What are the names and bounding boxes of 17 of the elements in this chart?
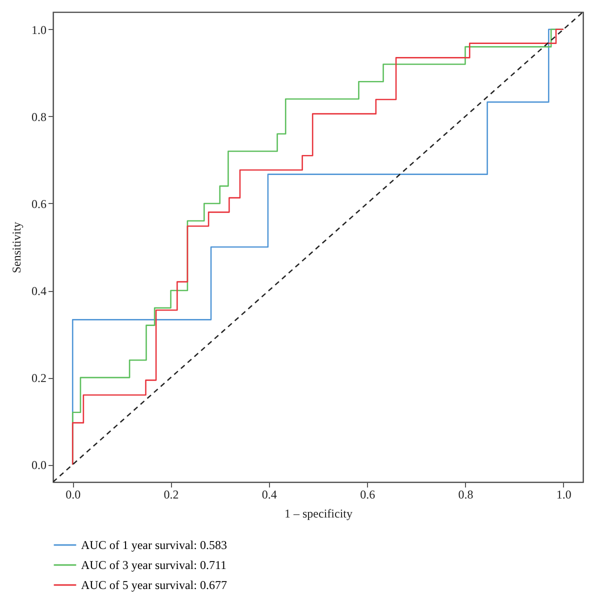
x-tick-label: 0.0 [66, 488, 81, 502]
y-axis-title: Sensitivity [10, 222, 24, 274]
x-tick-label: 1.0 [556, 488, 572, 502]
y-tick-label: 0.4 [32, 284, 46, 298]
y-tick-label: 0.8 [32, 110, 46, 124]
x-tick-label: 0.6 [360, 488, 376, 502]
x-tick-label: 0.4 [262, 488, 277, 502]
y-tick-label: 0.0 [32, 458, 46, 472]
x-tick-label: 0.8 [458, 488, 474, 502]
x-axis-title: 1 – specificity [284, 506, 352, 520]
x-tick-label: 0.2 [164, 488, 179, 502]
legend-label: AUC of 1 year survival: 0.583 [81, 538, 227, 552]
y-tick-label: 0.6 [32, 196, 46, 211]
legend-label: AUC of 3 year survival: 0.711 [81, 558, 227, 572]
legend-label: AUC of 5 year survival: 0.677 [81, 578, 227, 592]
y-tick-label: 0.2 [32, 371, 46, 386]
y-tick-label: 1.0 [32, 22, 46, 37]
